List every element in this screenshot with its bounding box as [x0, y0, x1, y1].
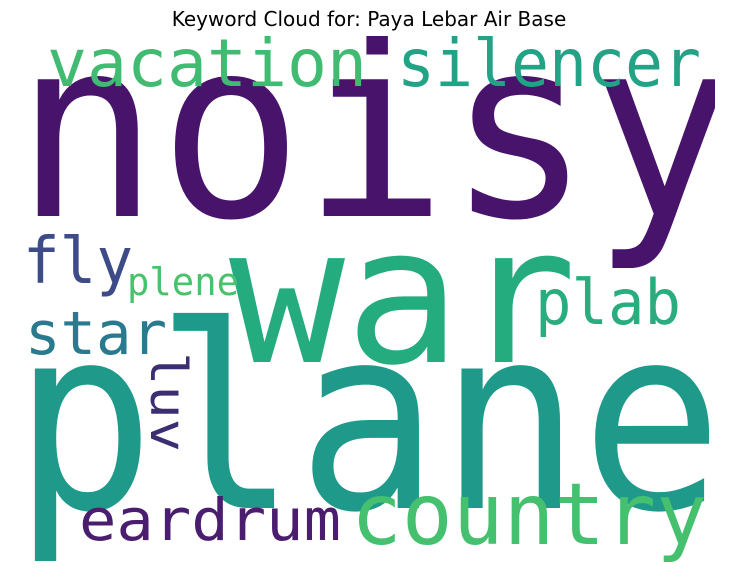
word-noisy: noisy: [25, 36, 715, 275]
word-silencer: silencer: [397, 36, 701, 102]
word-luv: luv: [139, 352, 197, 452]
page-title: Keyword Cloud for: Paya Lebar Air Base: [171, 7, 567, 31]
word-country: country: [351, 465, 707, 565]
word-plane: plane: [25, 272, 715, 569]
word-war: war: [229, 186, 577, 407]
word-vacation: vacation: [47, 36, 367, 102]
word-cloud: plane noisy war vacation silencer fly pl…: [25, 36, 715, 576]
word-star: star: [25, 299, 167, 369]
word-plene: plene: [127, 260, 239, 304]
word-plab: plab: [535, 266, 681, 339]
word-eardrum: eardrum: [79, 486, 341, 554]
word-fly: fly: [25, 225, 133, 299]
